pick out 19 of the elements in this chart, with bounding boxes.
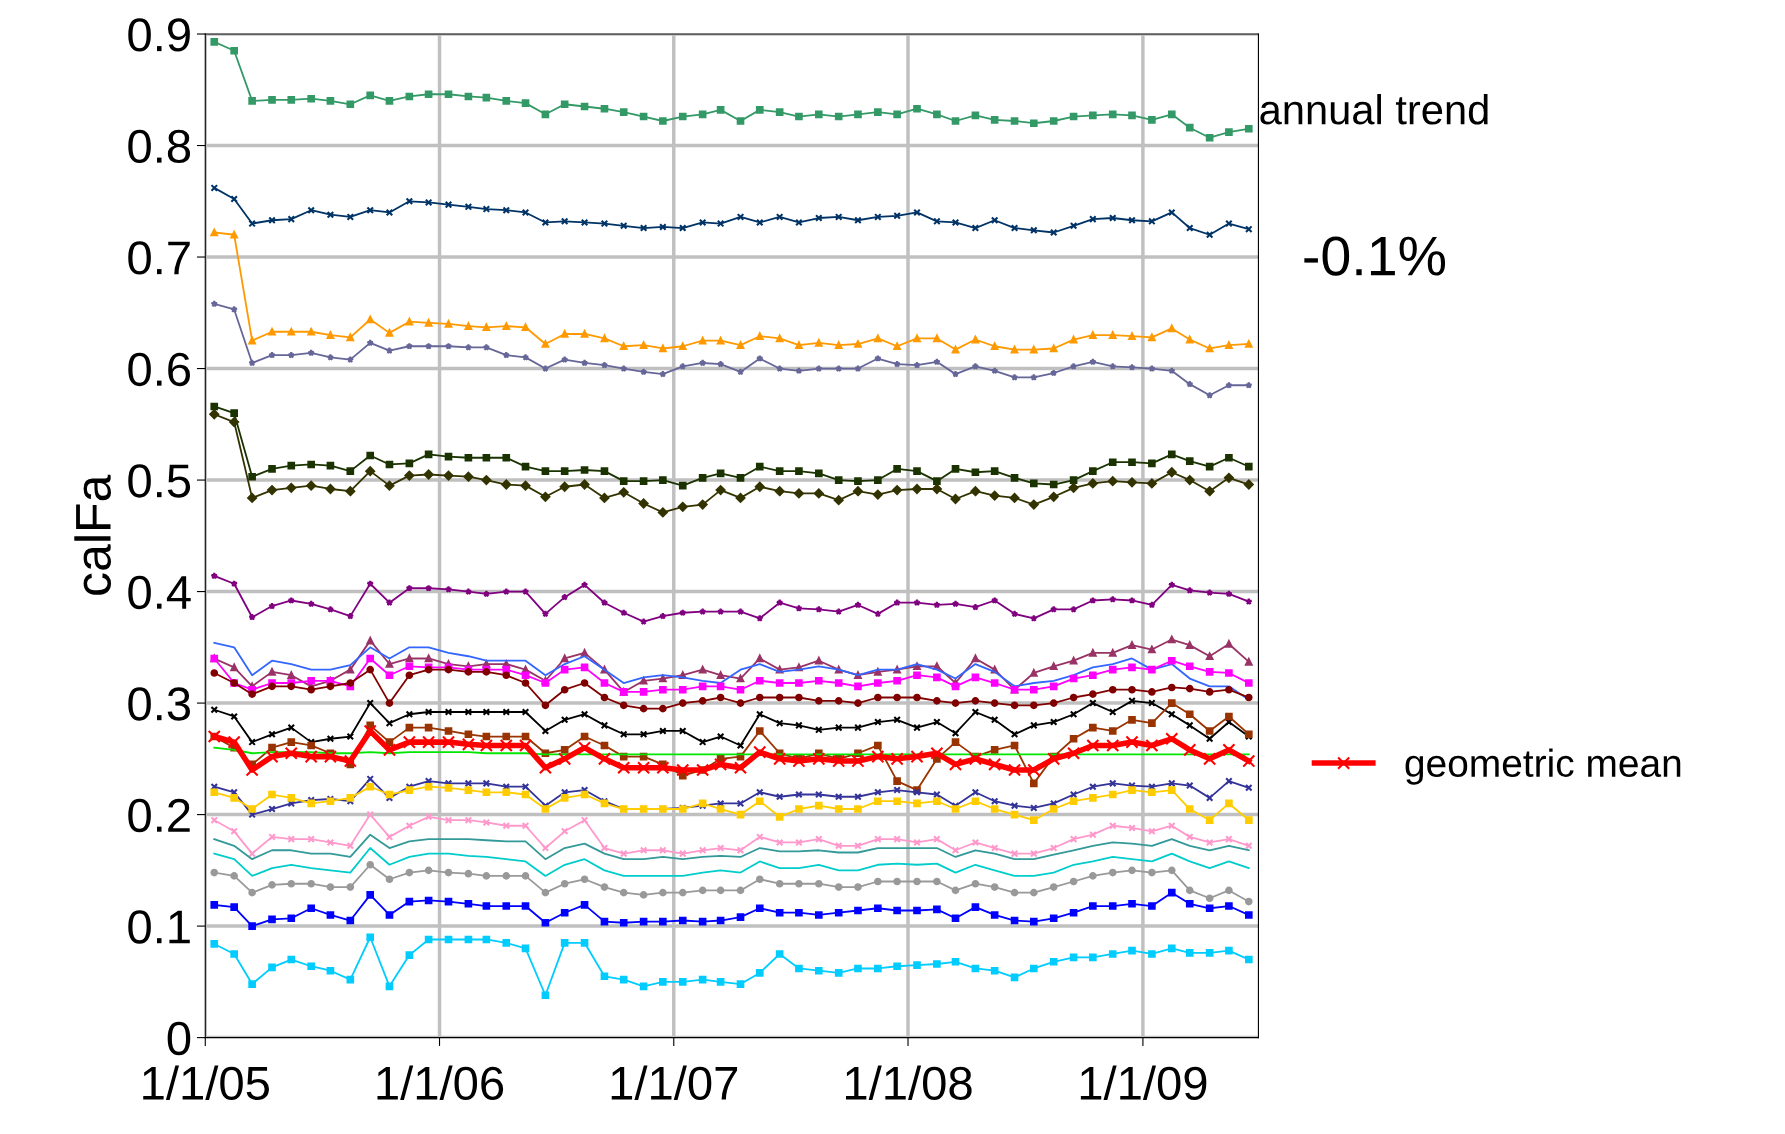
y-tick-label: 0 — [167, 1021, 191, 1056]
y-tick-label: 0.9 — [128, 18, 190, 52]
text: annual trend — [1260, 93, 1488, 125]
y-tick-label: 0.6 — [128, 352, 191, 387]
y-tick-label: 0.3 — [128, 687, 191, 721]
y-tick-label: 0.8 — [128, 129, 191, 164]
text: -0.1% — [1304, 236, 1446, 276]
x-tick-label: 1/1/05 — [143, 1065, 269, 1101]
y-tick-label: 0.4 — [128, 575, 191, 610]
x-tick-label: 1/1/07 — [611, 1065, 738, 1101]
legend-label: geometric mean — [1405, 748, 1681, 785]
y-tick-label: 0.2 — [128, 798, 190, 833]
y-tick-label: 0.5 — [128, 464, 191, 498]
y-axis-title: calFa — [74, 474, 111, 595]
y-tick-label: 0.1 — [128, 910, 190, 944]
y-tick-label: 0.7 — [128, 241, 190, 275]
x-tick-label: 1/1/08 — [845, 1065, 972, 1101]
x-tick-label: 1/1/09 — [1080, 1065, 1207, 1101]
x-tick-label: 1/1/06 — [377, 1065, 504, 1101]
